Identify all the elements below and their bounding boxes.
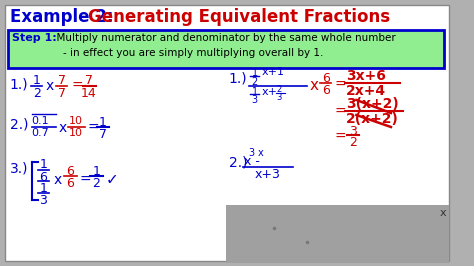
Text: Multiply numerator and denominator by the same whole number: Multiply numerator and denominator by th… — [50, 33, 396, 43]
Text: 1: 1 — [39, 182, 47, 195]
Text: 14: 14 — [81, 87, 96, 100]
Text: x: x — [310, 78, 319, 93]
Text: 6: 6 — [66, 165, 74, 178]
Text: Generating Equivalent Fractions: Generating Equivalent Fractions — [88, 8, 391, 26]
Text: 3: 3 — [248, 148, 254, 158]
Text: 3: 3 — [349, 125, 356, 138]
Text: ✓: ✓ — [106, 172, 118, 187]
FancyBboxPatch shape — [226, 205, 448, 263]
Text: 10: 10 — [69, 128, 83, 138]
Text: 6: 6 — [322, 84, 329, 97]
Text: 0.1: 0.1 — [32, 116, 49, 126]
Text: x: x — [59, 121, 67, 135]
Text: 1: 1 — [252, 87, 258, 97]
Text: 2(x+2): 2(x+2) — [346, 112, 399, 126]
Text: 6: 6 — [66, 177, 74, 190]
Text: x+: x+ — [261, 87, 277, 97]
Text: 6: 6 — [39, 171, 47, 184]
Text: Example 2:: Example 2: — [9, 8, 119, 26]
Text: =: = — [334, 78, 346, 92]
Text: 2: 2 — [349, 136, 356, 149]
Text: 3(x+2): 3(x+2) — [346, 97, 399, 111]
Text: 3.): 3.) — [9, 162, 28, 176]
Text: x: x — [45, 79, 54, 93]
Text: =: = — [80, 173, 91, 187]
Text: 6: 6 — [322, 72, 329, 85]
Text: x+3: x+3 — [255, 168, 281, 181]
Text: 7: 7 — [58, 87, 65, 100]
Text: 3: 3 — [277, 93, 282, 102]
Text: 1: 1 — [39, 158, 47, 171]
Text: - in effect you are simply multiplying overall by 1.: - in effect you are simply multiplying o… — [50, 48, 323, 58]
Text: x -: x - — [244, 155, 260, 168]
Text: x: x — [54, 173, 62, 187]
Text: 1: 1 — [99, 116, 107, 129]
Text: 3x+6: 3x+6 — [346, 69, 386, 83]
Text: =: = — [87, 121, 99, 135]
Text: 2: 2 — [252, 77, 258, 87]
Text: x: x — [257, 148, 263, 158]
Text: 3: 3 — [252, 95, 258, 105]
Text: x+1: x+1 — [261, 67, 284, 77]
Text: 10: 10 — [69, 116, 83, 126]
FancyBboxPatch shape — [5, 5, 448, 261]
Text: 2.): 2.) — [9, 118, 28, 132]
FancyBboxPatch shape — [8, 30, 444, 68]
Text: 0.7: 0.7 — [32, 128, 49, 138]
Text: 1.): 1.) — [228, 72, 247, 86]
Text: 3: 3 — [39, 194, 47, 207]
Text: =: = — [71, 79, 82, 93]
Text: 7: 7 — [99, 128, 107, 141]
Text: =: = — [334, 105, 346, 119]
Text: 1: 1 — [92, 165, 100, 178]
Text: 1.): 1.) — [9, 78, 28, 92]
Text: 1: 1 — [252, 68, 258, 78]
Text: 7: 7 — [58, 74, 65, 87]
Text: 1: 1 — [33, 74, 41, 87]
Text: =: = — [334, 130, 346, 144]
Text: 7: 7 — [84, 74, 92, 87]
Text: Step 1:: Step 1: — [11, 33, 56, 43]
Text: 2: 2 — [277, 85, 282, 94]
Text: 2: 2 — [33, 87, 41, 100]
Text: x: x — [440, 208, 447, 218]
Text: 2: 2 — [92, 177, 100, 190]
Text: 2x+4: 2x+4 — [346, 84, 386, 98]
Text: 2.): 2.) — [228, 155, 247, 169]
